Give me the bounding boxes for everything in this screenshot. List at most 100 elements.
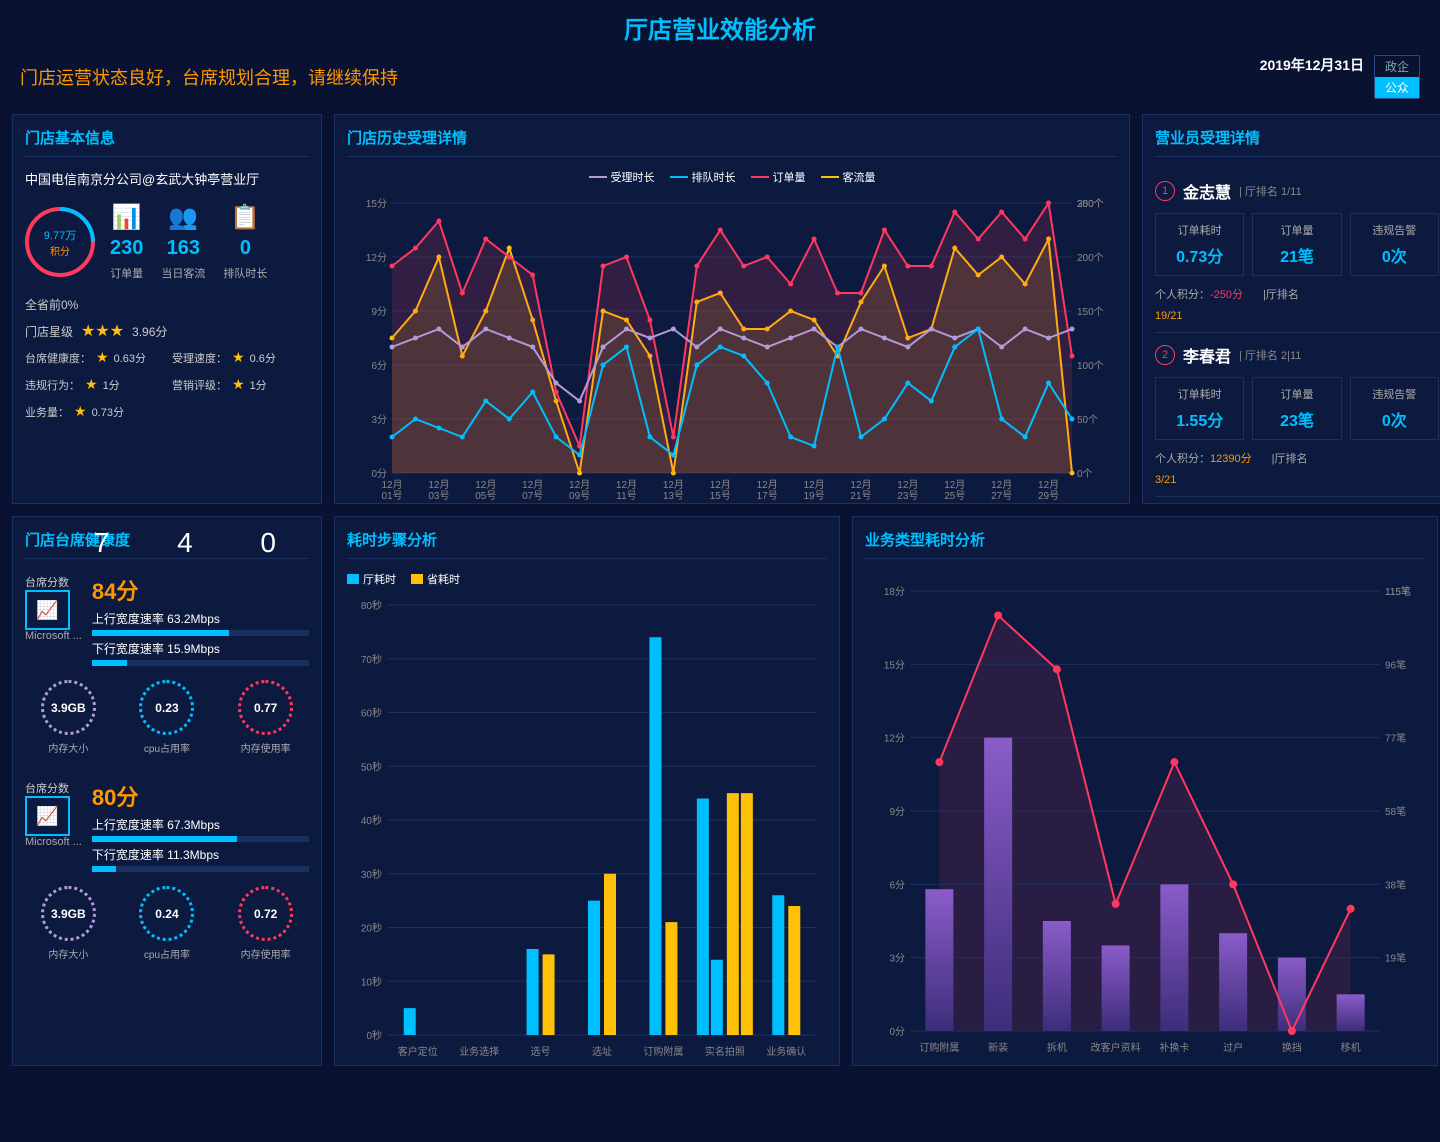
svg-text:60秒: 60秒 <box>361 707 382 720</box>
svg-text:11号: 11号 <box>616 490 636 502</box>
metric-icon: 📋 <box>230 203 260 232</box>
legend-item[interactable]: 受理时长 <box>589 169 655 185</box>
svg-text:80秒: 80秒 <box>361 599 382 612</box>
health-block: 台席分数 📈 Microsoft ... 80分 上行宽度速率 67.3Mbps… <box>25 780 309 971</box>
svg-text:补换卡: 补换卡 <box>1159 1041 1189 1054</box>
svg-text:12月: 12月 <box>850 479 871 491</box>
svg-text:订购附属: 订购附属 <box>643 1045 683 1058</box>
health-bignum: 7 4 0 <box>94 527 306 559</box>
metric-value: 163 <box>167 237 200 260</box>
emp-stat: 订单量23笔 <box>1252 377 1341 440</box>
employee-row[interactable]: 1 金志慧 | 厅排名 1/11 订单耗时0.73分订单量21笔违规告警0次 个… <box>1155 169 1439 333</box>
svg-text:12月: 12月 <box>944 479 965 491</box>
store-info-title: 门店基本信息 <box>25 127 309 157</box>
svg-text:订购附属: 订购附属 <box>919 1041 959 1054</box>
svg-text:实名拍照: 实名拍照 <box>705 1045 745 1058</box>
metric-label: 排队时长 <box>223 265 267 281</box>
svg-text:19笔: 19笔 <box>1385 952 1406 965</box>
store-info-panel: 门店基本信息 中国电信南京分公司@玄武大钟亭营业厅 9.77万 积分 📊 230… <box>12 114 322 504</box>
svg-text:移机: 移机 <box>1341 1041 1361 1054</box>
history-chart-panel: 门店历史受理详情 受理时长排队时长订单量客流量 0分0个3分50个6分100个9… <box>334 114 1130 504</box>
current-date: 2019年12月31日 <box>1234 55 1364 75</box>
svg-text:115笔: 115笔 <box>1385 585 1411 598</box>
svg-text:12月: 12月 <box>1038 479 1059 491</box>
svg-text:12月: 12月 <box>616 479 637 491</box>
svg-text:07号: 07号 <box>522 490 543 502</box>
health-block: 台席分数 📈 Microsoft ... 84分 上行宽度速率 63.2Mbps… <box>25 574 309 765</box>
svg-text:96笔: 96笔 <box>1385 658 1406 671</box>
svg-text:9分: 9分 <box>889 806 905 818</box>
legend-item[interactable]: 客流量 <box>821 169 876 185</box>
svg-text:03号: 03号 <box>428 490 449 502</box>
svg-text:12月: 12月 <box>757 479 778 491</box>
svg-text:业务确认: 业务确认 <box>766 1045 806 1058</box>
biz-chart-title: 业务类型耗时分析 <box>865 529 1425 559</box>
svg-text:0分: 0分 <box>889 1026 905 1038</box>
svg-text:12分: 12分 <box>884 733 905 745</box>
svg-text:300个: 300个 <box>1077 198 1104 210</box>
svg-text:0秒: 0秒 <box>366 1029 382 1042</box>
svg-text:15分: 15分 <box>366 198 387 210</box>
emp-name: 李春君 <box>1183 343 1231 367</box>
gauge: 0.77内存使用率 <box>238 680 293 755</box>
svg-text:6分: 6分 <box>371 360 387 372</box>
legend-item[interactable]: 厅耗时 <box>347 571 396 587</box>
detail-row: 违规行为：★1分 <box>25 376 162 393</box>
svg-text:12月: 12月 <box>428 479 449 491</box>
svg-text:0个: 0个 <box>1077 468 1093 480</box>
svg-text:换挡: 换挡 <box>1282 1041 1302 1054</box>
tab-public[interactable]: 公众 <box>1375 77 1419 98</box>
legend-item[interactable]: 排队时长 <box>670 169 736 185</box>
svg-text:40秒: 40秒 <box>361 814 382 827</box>
page-title: 厅店营业效能分析 <box>15 10 1425 45</box>
svg-text:业务选择: 业务选择 <box>459 1045 499 1058</box>
svg-text:12月: 12月 <box>663 479 684 491</box>
emp-stat: 订单量21笔 <box>1252 213 1341 276</box>
detail-row: 台席健康度：★0.63分 <box>25 349 162 366</box>
emp-hall-rank: | 厅排名 1/11 <box>1239 183 1302 199</box>
gauge: 0.23cpu占用率 <box>139 680 194 755</box>
metric-label: 当日客流 <box>161 265 205 281</box>
svg-text:50秒: 50秒 <box>361 760 382 773</box>
svg-text:13号: 13号 <box>663 490 684 502</box>
svg-text:01号: 01号 <box>381 490 402 502</box>
star-score: 3.96分 <box>132 323 167 340</box>
svg-text:过户: 过户 <box>1223 1041 1243 1054</box>
emp-rank-badge: 1 <box>1155 181 1175 201</box>
svg-text:100个: 100个 <box>1077 360 1104 372</box>
biz-chart[interactable]: 0分3分19笔6分38笔9分58笔12分77笔15分96笔18分115笔115笔… <box>865 571 1425 1061</box>
detail-row: 受理速度：★0.6分 <box>172 349 309 366</box>
step-chart[interactable]: 0秒10秒20秒30秒40秒50秒60秒70秒80秒客户定位业务选择选号选址订购… <box>347 595 827 1065</box>
emp-stat: 订单耗时0.73分 <box>1155 213 1244 276</box>
svg-text:200个: 200个 <box>1077 252 1104 264</box>
svg-text:改客户资料: 改客户资料 <box>1091 1041 1141 1054</box>
svg-text:38笔: 38笔 <box>1385 878 1406 891</box>
metric-icon: 📊 <box>112 203 142 232</box>
svg-text:50个: 50个 <box>1077 414 1098 426</box>
status-message: 门店运营状态良好，台席规划合理，请继续保持 <box>20 64 398 90</box>
detail-row: 业务量：★0.73分 <box>25 403 162 420</box>
gauge: 0.72内存使用率 <box>238 886 293 961</box>
star-label: 门店星级 <box>25 323 73 340</box>
legend-item[interactable]: 订单量 <box>751 169 806 185</box>
svg-text:12月: 12月 <box>522 479 543 491</box>
svg-text:58笔: 58笔 <box>1385 805 1406 818</box>
emp-stat: 违规告警0次 <box>1350 377 1439 440</box>
svg-text:15号: 15号 <box>710 490 731 502</box>
svg-text:12月: 12月 <box>475 479 496 491</box>
emp-stat: 订单耗时1.55分 <box>1155 377 1244 440</box>
gauge: 3.9GB内存大小 <box>41 680 96 755</box>
legend-item[interactable]: 省耗时 <box>411 571 460 587</box>
gauge: 0.24cpu占用率 <box>139 886 194 961</box>
svg-text:12月: 12月 <box>991 479 1012 491</box>
metric-排队时长: 📋 0 排队时长 <box>223 203 267 281</box>
province-rank: 全省前0% <box>25 296 78 313</box>
tab-enterprise[interactable]: 政企 <box>1375 56 1419 77</box>
mode-tabs: 政企 公众 <box>1374 55 1420 99</box>
svg-text:3分: 3分 <box>371 414 387 426</box>
svg-text:12分: 12分 <box>366 252 387 264</box>
svg-text:12月: 12月 <box>710 479 731 491</box>
employee-row[interactable]: 2 李春君 | 厅排名 2|11 订单耗时1.55分订单量23笔违规告警0次 个… <box>1155 333 1439 497</box>
svg-text:10秒: 10秒 <box>361 975 382 988</box>
history-chart[interactable]: 0分0个3分50个6分100个9分150个12分200个15分250个300个1… <box>347 193 1117 503</box>
